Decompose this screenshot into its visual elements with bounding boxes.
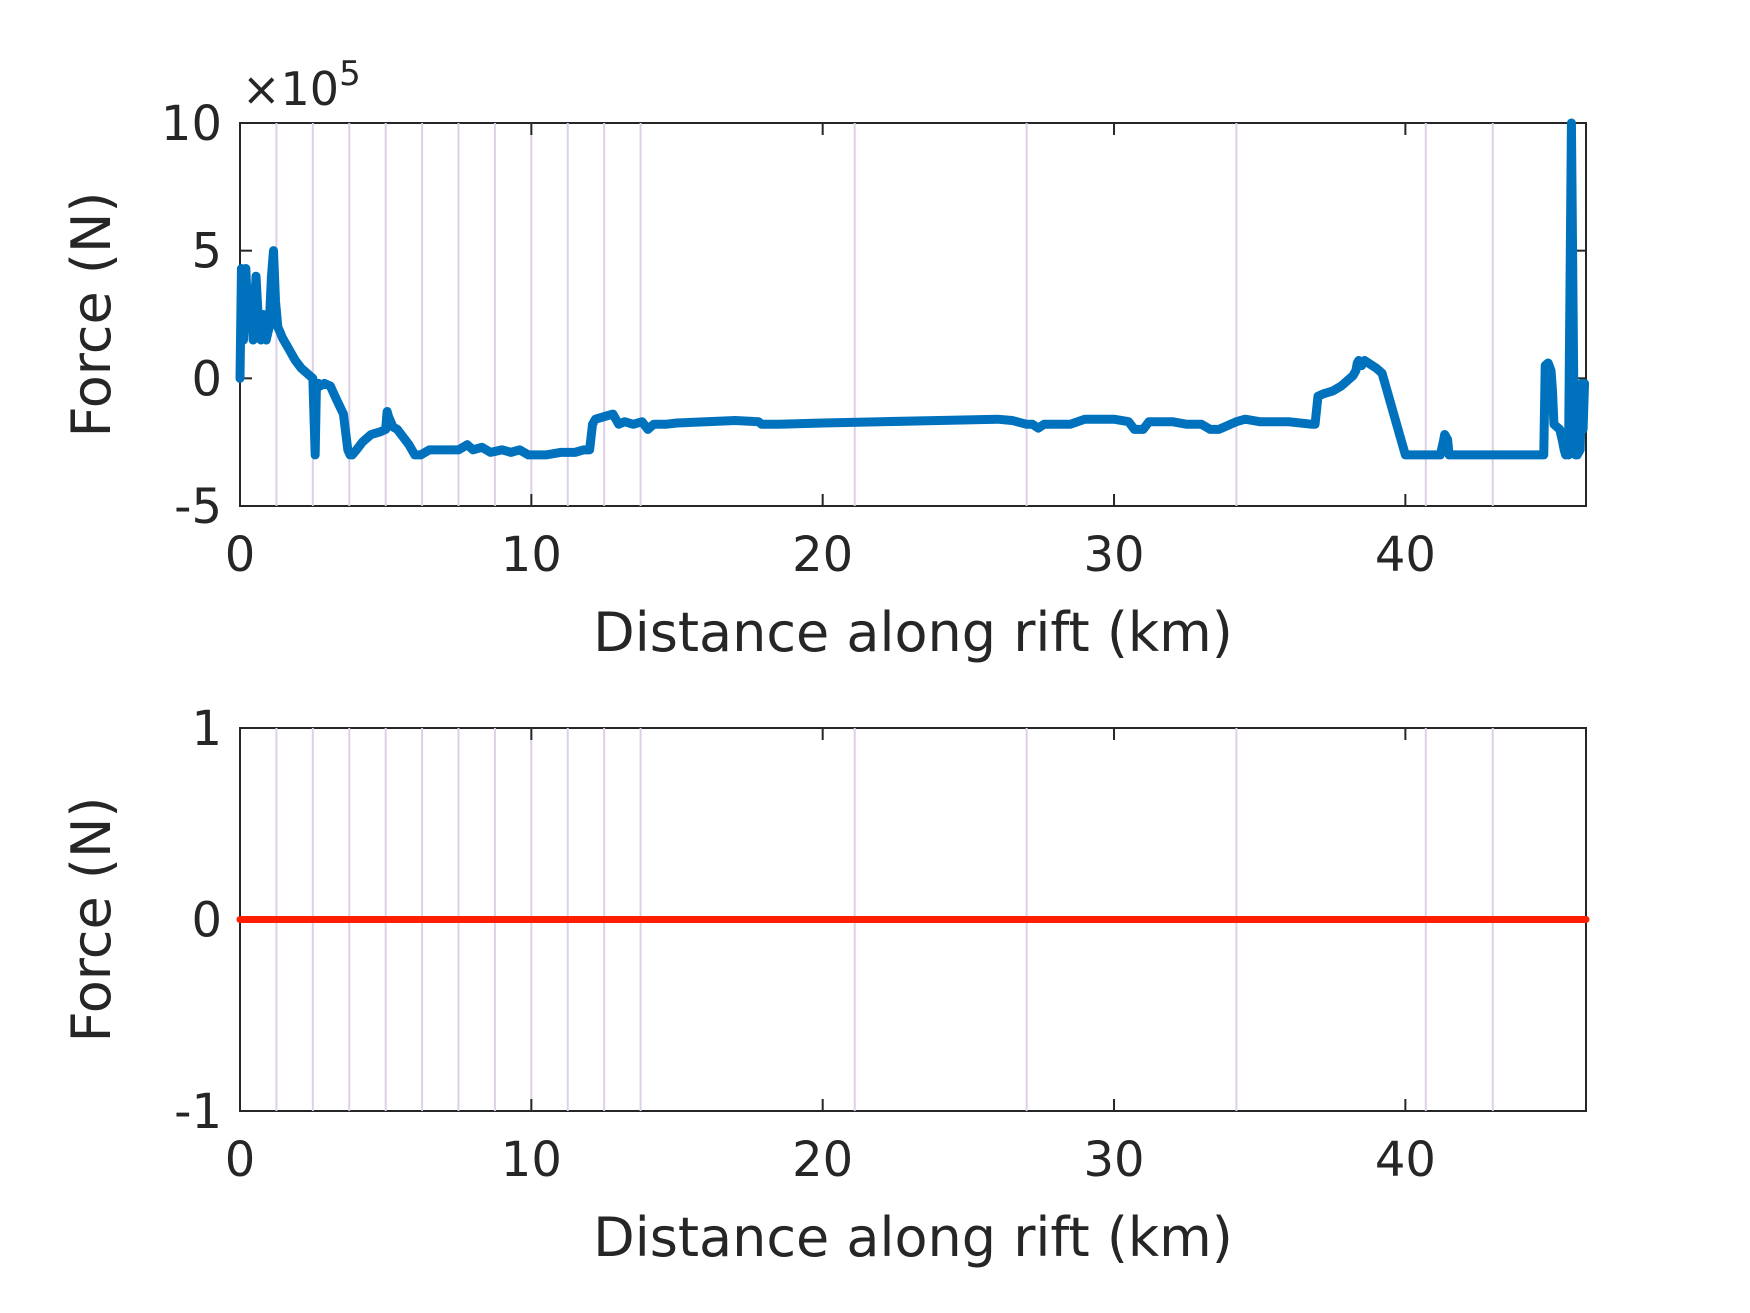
x-tick-label-0-0: 0: [225, 527, 256, 583]
y-axis-label-1: Force (N): [60, 797, 123, 1043]
y-tick-label-0-0: -5: [174, 479, 222, 535]
y-tick-label-1-1: 0: [191, 893, 222, 949]
x-tick-label-0-3: 30: [1083, 527, 1144, 583]
x-tick-label-0-4: 40: [1375, 527, 1436, 583]
y-tick-label-1-0: -1: [174, 1084, 222, 1140]
y-tick-label-0-1: 0: [191, 351, 222, 407]
data-series-line-0-0: [235, 118, 1590, 460]
x-tick-label-0-1: 10: [501, 527, 562, 583]
x-tick-label-0-2: 20: [792, 527, 853, 583]
y-exponent-label-0: ×105: [242, 54, 361, 116]
y-tick-label-0-2: 5: [191, 224, 222, 280]
y-tick-label-0-3: 10: [161, 96, 222, 152]
x-tick-label-1-0: 0: [225, 1132, 256, 1188]
x-axis-label-0: Distance along rift (km): [593, 601, 1233, 664]
y-exponent-power-0: 5: [339, 54, 361, 94]
x-axis-label-1: Distance along rift (km): [593, 1206, 1233, 1269]
x-tick-label-1-3: 30: [1083, 1132, 1144, 1188]
x-tick-label-1-2: 20: [792, 1132, 853, 1188]
x-tick-label-1-4: 40: [1375, 1132, 1436, 1188]
y-axis-label-0: Force (N): [60, 192, 123, 438]
y-tick-label-1-2: 1: [191, 701, 222, 757]
x-tick-label-1-1: 10: [501, 1132, 562, 1188]
